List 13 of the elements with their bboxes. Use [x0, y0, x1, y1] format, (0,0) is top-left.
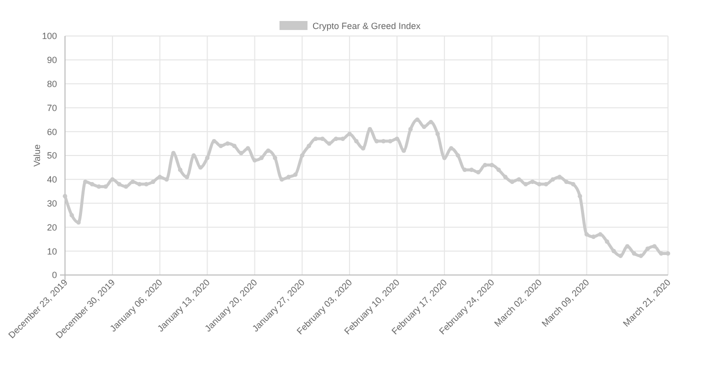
- y-tick-label: 90: [46, 55, 57, 66]
- y-tick-label: 10: [46, 246, 57, 256]
- y-tick-label: 20: [46, 222, 57, 232]
- y-tick-label: 0: [52, 270, 57, 280]
- y-axis-title: Value: [32, 144, 42, 167]
- y-tick-label: 60: [46, 126, 57, 137]
- legend-label: Crypto Fear & Greed Index: [312, 20, 422, 31]
- y-tick-label: 100: [42, 31, 57, 42]
- y-tick-label: 40: [46, 174, 57, 185]
- y-tick-label: 80: [46, 78, 57, 89]
- y-tick-label: 70: [46, 102, 57, 113]
- y-tick-label: 50: [46, 150, 57, 161]
- y-tick-label: 30: [46, 198, 57, 208]
